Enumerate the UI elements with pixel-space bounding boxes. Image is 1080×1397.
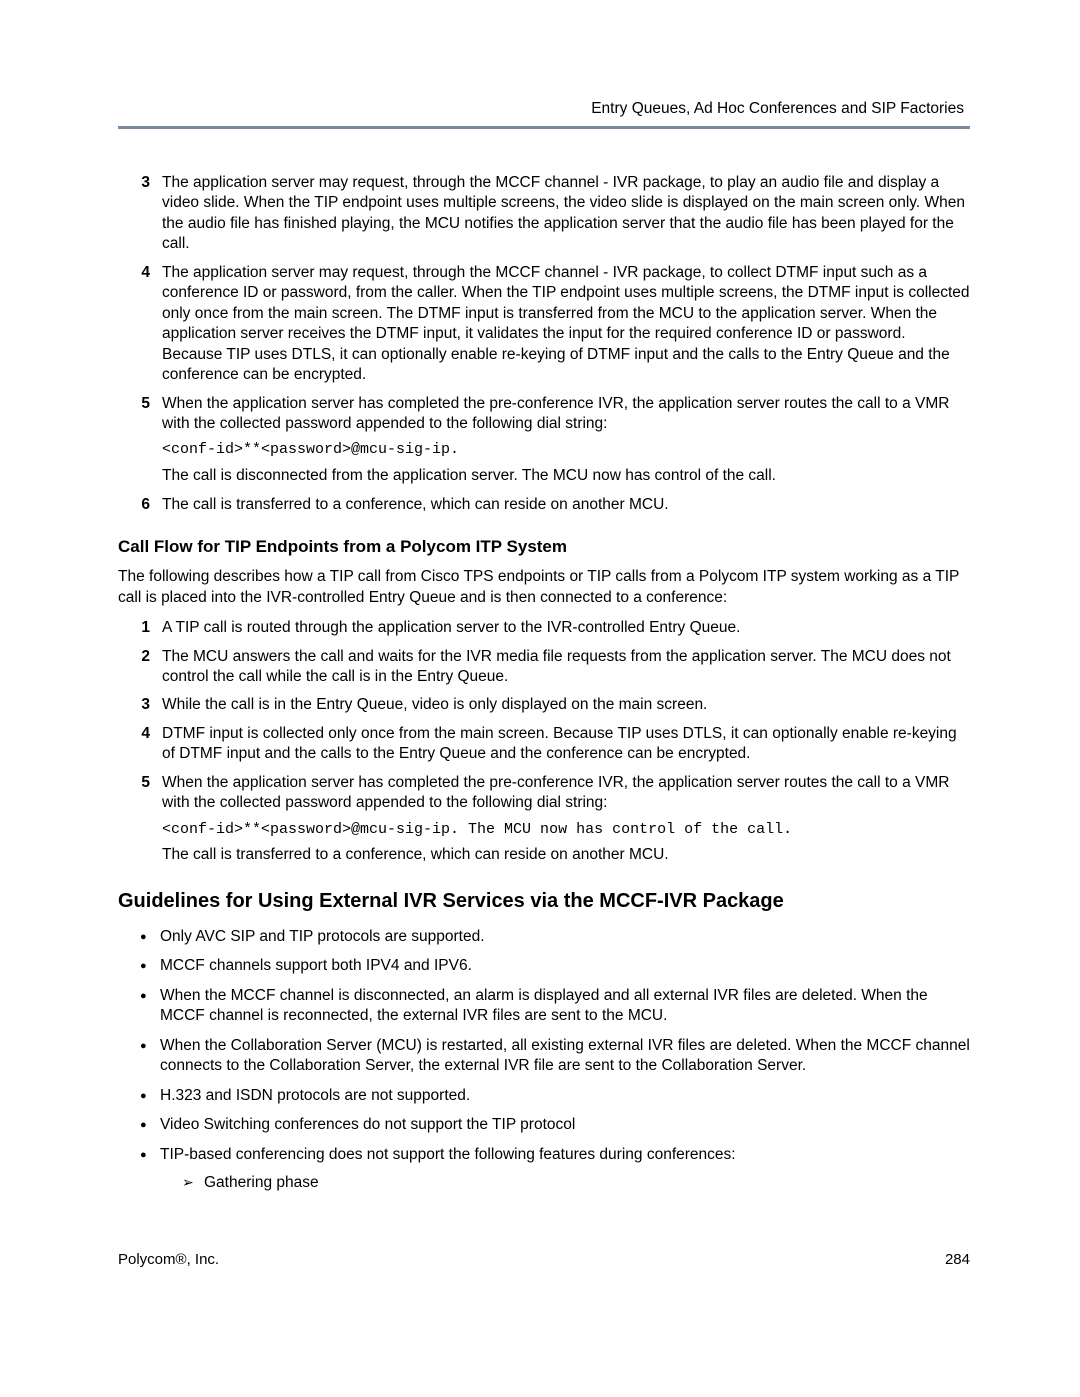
numbered-list-a: 3 The application server may request, th… (118, 173, 970, 515)
bullet-item: MCCF channels support both IPV4 and IPV6… (140, 956, 970, 976)
header-rule (118, 126, 970, 129)
item-text: While the call is in the Entry Queue, vi… (162, 695, 970, 715)
bullet-item: Only AVC SIP and TIP protocols are suppo… (140, 927, 970, 947)
item-number: 3 (136, 695, 162, 715)
list-item: 4 DTMF input is collected only once from… (136, 724, 970, 765)
footer-page-number: 284 (945, 1251, 970, 1268)
item-text: A TIP call is routed through the applica… (162, 618, 970, 638)
intro-paragraph: The following describes how a TIP call f… (118, 567, 970, 608)
item-body: When the application server has complete… (162, 773, 970, 866)
sub-bullet-item: Gathering phase (182, 1173, 970, 1193)
subheading-call-flow: Call Flow for TIP Endpoints from a Polyc… (118, 537, 970, 557)
bullet-item: Video Switching conferences do not suppo… (140, 1115, 970, 1135)
item-text: The application server may request, thro… (162, 263, 970, 386)
list-item: 6 The call is transferred to a conferenc… (136, 495, 970, 515)
bullet-item: When the MCCF channel is disconnected, a… (140, 986, 970, 1027)
item-number: 6 (136, 495, 162, 515)
list-item: 3 The application server may request, th… (136, 173, 970, 255)
item-number: 4 (136, 263, 162, 386)
item-number: 2 (136, 647, 162, 688)
item-text: DTMF input is collected only once from t… (162, 724, 970, 765)
list-item: 5 When the application server has comple… (136, 773, 970, 866)
bullet-list: Only AVC SIP and TIP protocols are suppo… (118, 927, 970, 1194)
page-header: Entry Queues, Ad Hoc Conferences and SIP… (118, 100, 970, 118)
item-number: 1 (136, 618, 162, 638)
page-footer: Polycom®, Inc. 284 (118, 1251, 970, 1268)
header-title: Entry Queues, Ad Hoc Conferences and SIP… (591, 100, 964, 117)
list-item: 3 While the call is in the Entry Queue, … (136, 695, 970, 715)
list-item: 4 The application server may request, th… (136, 263, 970, 386)
footer-left: Polycom®, Inc. (118, 1251, 219, 1268)
item-body: When the application server has complete… (162, 394, 970, 487)
code-line: <conf-id>**<password>@mcu-sig-ip. (162, 440, 970, 460)
list-item: 1 A TIP call is routed through the appli… (136, 618, 970, 638)
list-item: 2 The MCU answers the call and waits for… (136, 647, 970, 688)
bullet-item: TIP-based conferencing does not support … (140, 1145, 970, 1194)
numbered-list-b: 1 A TIP call is routed through the appli… (118, 618, 970, 866)
heading-guidelines: Guidelines for Using External IVR Servic… (118, 890, 970, 913)
item-number: 4 (136, 724, 162, 765)
item-text: When the application server has complete… (162, 395, 949, 432)
item-after-text: The call is transferred to a conference,… (162, 846, 669, 863)
list-item: 5 When the application server has comple… (136, 394, 970, 487)
item-text: The call is transferred to a conference,… (162, 495, 970, 515)
item-number: 3 (136, 173, 162, 255)
item-text: The application server may request, thro… (162, 173, 970, 255)
bullet-item: H.323 and ISDN protocols are not support… (140, 1086, 970, 1106)
item-number: 5 (136, 394, 162, 487)
code-line: <conf-id>**<password>@mcu-sig-ip. The MC… (162, 820, 970, 840)
sub-bullet-list: Gathering phase (160, 1173, 970, 1193)
item-after-text: The call is disconnected from the applic… (162, 467, 776, 484)
item-number: 5 (136, 773, 162, 866)
bullet-text: TIP-based conferencing does not support … (160, 1146, 736, 1163)
item-text: When the application server has complete… (162, 774, 949, 811)
item-text: The MCU answers the call and waits for t… (162, 647, 970, 688)
bullet-item: When the Collaboration Server (MCU) is r… (140, 1036, 970, 1077)
